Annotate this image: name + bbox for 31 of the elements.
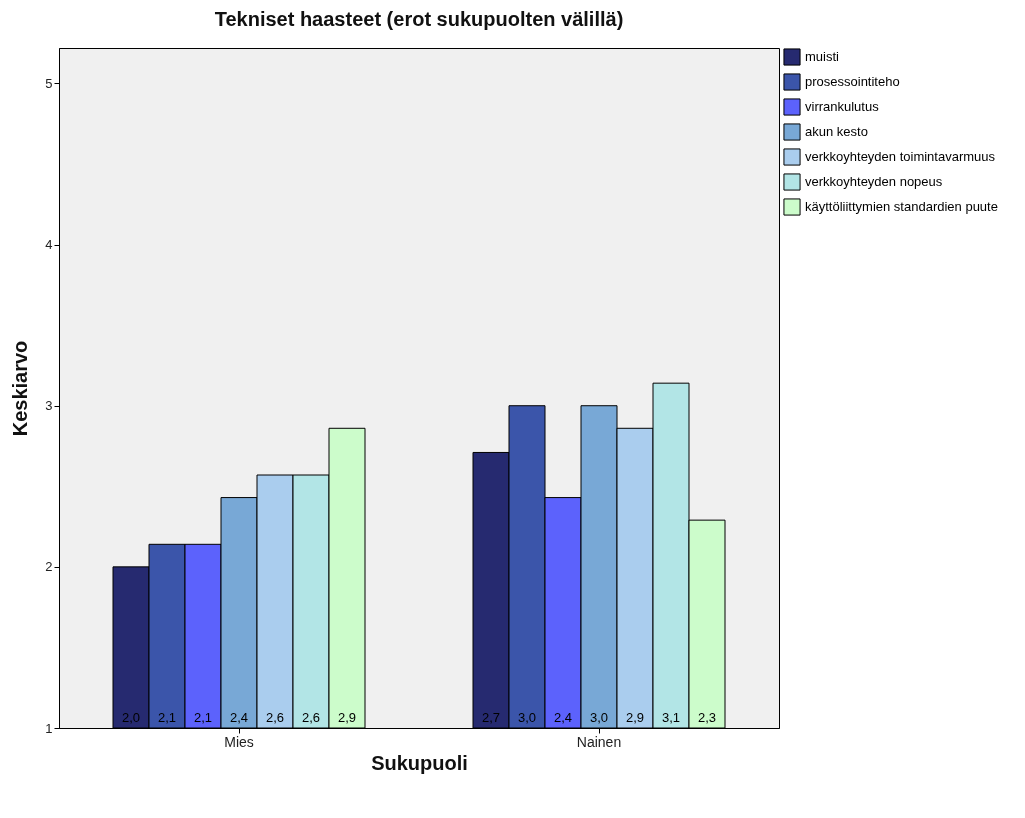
data-label: 2,0 <box>121 710 141 725</box>
data-label: 2,1 <box>157 710 177 725</box>
chart-title: Tekniset haasteet (erot sukupuolten välillä) <box>214 8 624 30</box>
data-label: 3,0 <box>517 710 537 725</box>
y-axis-title: Keskiarvo <box>9 340 32 437</box>
data-label: 2,3 <box>697 710 717 725</box>
legend-label: virrankulutus <box>805 99 880 114</box>
legend-label: akun kesto <box>805 124 868 139</box>
legend-label: verkkoyhteyden toimintavarmuus <box>805 149 996 164</box>
legend-label: muisti <box>805 49 840 64</box>
legend-label: käyttöliittymien standardien puute <box>805 199 998 214</box>
y-tick-label: 3 <box>45 398 53 414</box>
data-label: 3,1 <box>661 710 681 725</box>
y-tick-label: 1 <box>45 720 53 736</box>
data-label: 2,9 <box>625 710 645 725</box>
data-label: 2,4 <box>553 710 573 725</box>
legend-label: verkkoyhteyden nopeus <box>805 174 943 189</box>
data-label: 3,0 <box>589 710 609 725</box>
x-tick-label: Mies <box>224 733 254 750</box>
data-label: 2,7 <box>481 710 501 725</box>
data-label: 2,6 <box>301 710 321 725</box>
data-label: 2,9 <box>337 710 357 725</box>
x-axis-title: Sukupuoli <box>371 751 468 774</box>
y-tick-label: 5 <box>45 75 53 91</box>
data-label: 2,4 <box>229 710 249 725</box>
y-tick-label: 4 <box>45 237 53 253</box>
data-label: 2,1 <box>193 710 213 725</box>
legend-label: prosessointiteho <box>805 74 900 89</box>
x-tick-label: Nainen <box>576 733 622 750</box>
y-tick-label: 2 <box>45 559 53 575</box>
data-label: 2,6 <box>265 710 285 725</box>
